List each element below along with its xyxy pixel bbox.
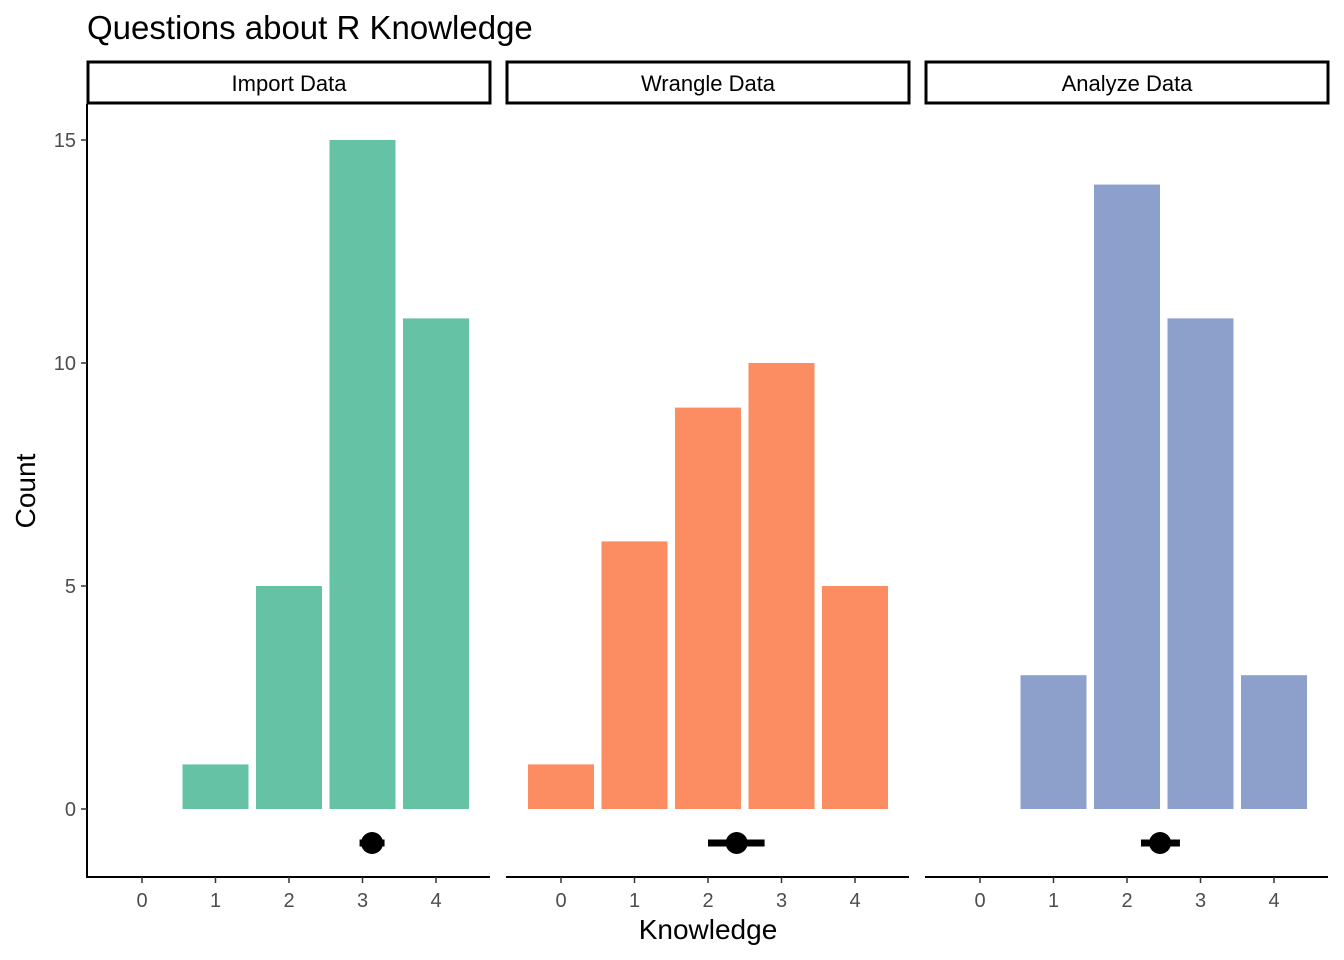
y-tick-label: 5 bbox=[65, 576, 76, 598]
bar bbox=[1241, 675, 1307, 809]
x-tick-label: 2 bbox=[702, 890, 713, 912]
facet-strip bbox=[86, 60, 492, 105]
x-tick-label: 1 bbox=[629, 890, 640, 912]
bar bbox=[256, 586, 322, 809]
x-tick-label: 1 bbox=[1048, 890, 1059, 912]
bar bbox=[675, 407, 741, 809]
facet-strip-label: Import Data bbox=[232, 71, 348, 96]
facet-panel: Import Data 0 1 2 3 4 bbox=[86, 60, 492, 912]
y-tick-label: 0 bbox=[65, 799, 76, 821]
x-tick-label: 0 bbox=[555, 890, 566, 912]
bar bbox=[822, 586, 888, 809]
x-tick-label: 3 bbox=[776, 890, 787, 912]
bar bbox=[748, 363, 815, 809]
bar bbox=[403, 318, 469, 809]
facet-strip-label: Wrangle Data bbox=[641, 71, 776, 96]
y-axis: 0 5 10 15 bbox=[54, 104, 88, 878]
bar bbox=[601, 541, 668, 809]
bar bbox=[329, 140, 396, 809]
facet-strip bbox=[505, 60, 911, 105]
x-tick-label: 0 bbox=[974, 890, 985, 912]
mean-point bbox=[361, 832, 384, 854]
facet-panel: Analyze Data 0 1 2 3 4 bbox=[924, 60, 1330, 912]
bar bbox=[1094, 184, 1160, 810]
x-tick-label: 3 bbox=[1195, 890, 1206, 912]
bar bbox=[1020, 675, 1087, 809]
y-tick-label: 15 bbox=[54, 130, 76, 152]
mean-point bbox=[725, 832, 748, 854]
bar bbox=[528, 764, 594, 809]
x-tick-label: 2 bbox=[1121, 890, 1132, 912]
x-tick-label: 4 bbox=[849, 890, 860, 912]
facet-panel: Wrangle Data 0 1 2 3 4 bbox=[505, 60, 911, 912]
y-tick-label: 10 bbox=[54, 353, 76, 375]
x-tick-label: 2 bbox=[283, 890, 294, 912]
x-tick-label: 0 bbox=[136, 890, 147, 912]
x-tick-label: 4 bbox=[1268, 890, 1279, 912]
facet-strip bbox=[924, 60, 1330, 105]
mean-point bbox=[1149, 832, 1172, 854]
x-tick-label: 4 bbox=[430, 890, 441, 912]
x-axis-title: Knowledge bbox=[639, 914, 778, 945]
bar bbox=[1167, 318, 1234, 809]
x-tick-label: 3 bbox=[357, 890, 368, 912]
facet-strip-label: Analyze Data bbox=[1062, 71, 1194, 96]
y-axis-title: Count bbox=[10, 453, 41, 528]
chart-title: Questions about R Knowledge bbox=[87, 9, 533, 46]
x-tick-label: 1 bbox=[210, 890, 221, 912]
bar bbox=[182, 764, 249, 809]
